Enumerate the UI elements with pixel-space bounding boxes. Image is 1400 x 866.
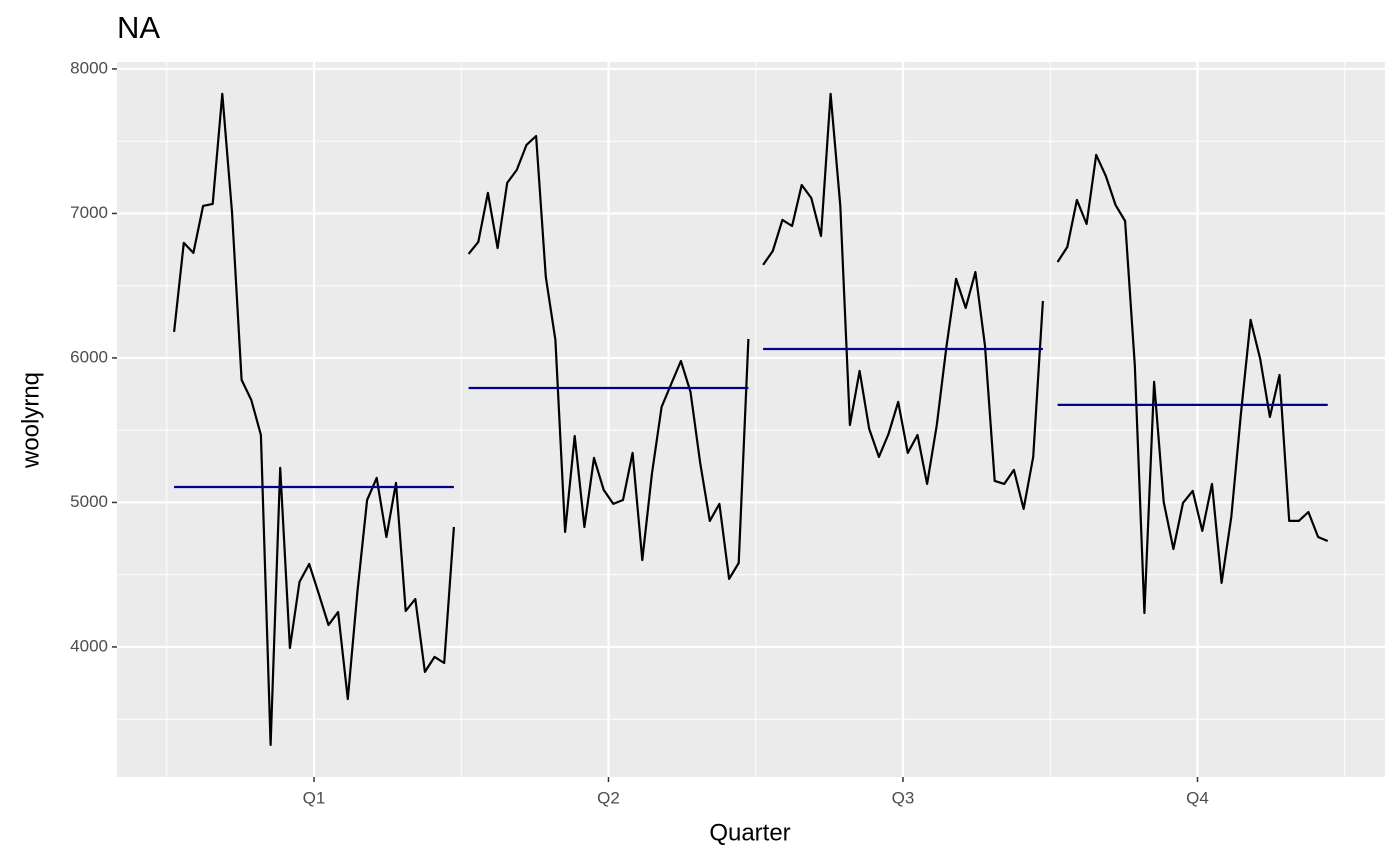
y-tick-label: 5000	[70, 492, 108, 511]
y-tick-label: 8000	[70, 58, 108, 77]
y-tick-label: 6000	[70, 347, 108, 366]
y-tick-label: 7000	[70, 203, 108, 222]
x-axis-title: Quarter	[709, 819, 790, 846]
x-tick-label: Q3	[892, 788, 915, 807]
x-tick-label: Q4	[1186, 788, 1209, 807]
x-tick-label: Q1	[303, 788, 326, 807]
chart-title: NA	[117, 10, 160, 45]
y-tick-label: 4000	[70, 636, 108, 655]
subseries-line	[173, 92, 455, 746]
marks	[173, 92, 1329, 746]
subseries-line	[1056, 153, 1329, 615]
panel	[117, 62, 1385, 777]
x-tick-label: Q2	[597, 788, 620, 807]
subseries-line	[467, 134, 750, 580]
subseries-line	[762, 92, 1044, 510]
y-axis-title: woolyrnq	[17, 372, 44, 469]
grid: 4000 5000 6000 7000 8000 Q1 Q2 Q3 Q4	[70, 58, 1385, 807]
